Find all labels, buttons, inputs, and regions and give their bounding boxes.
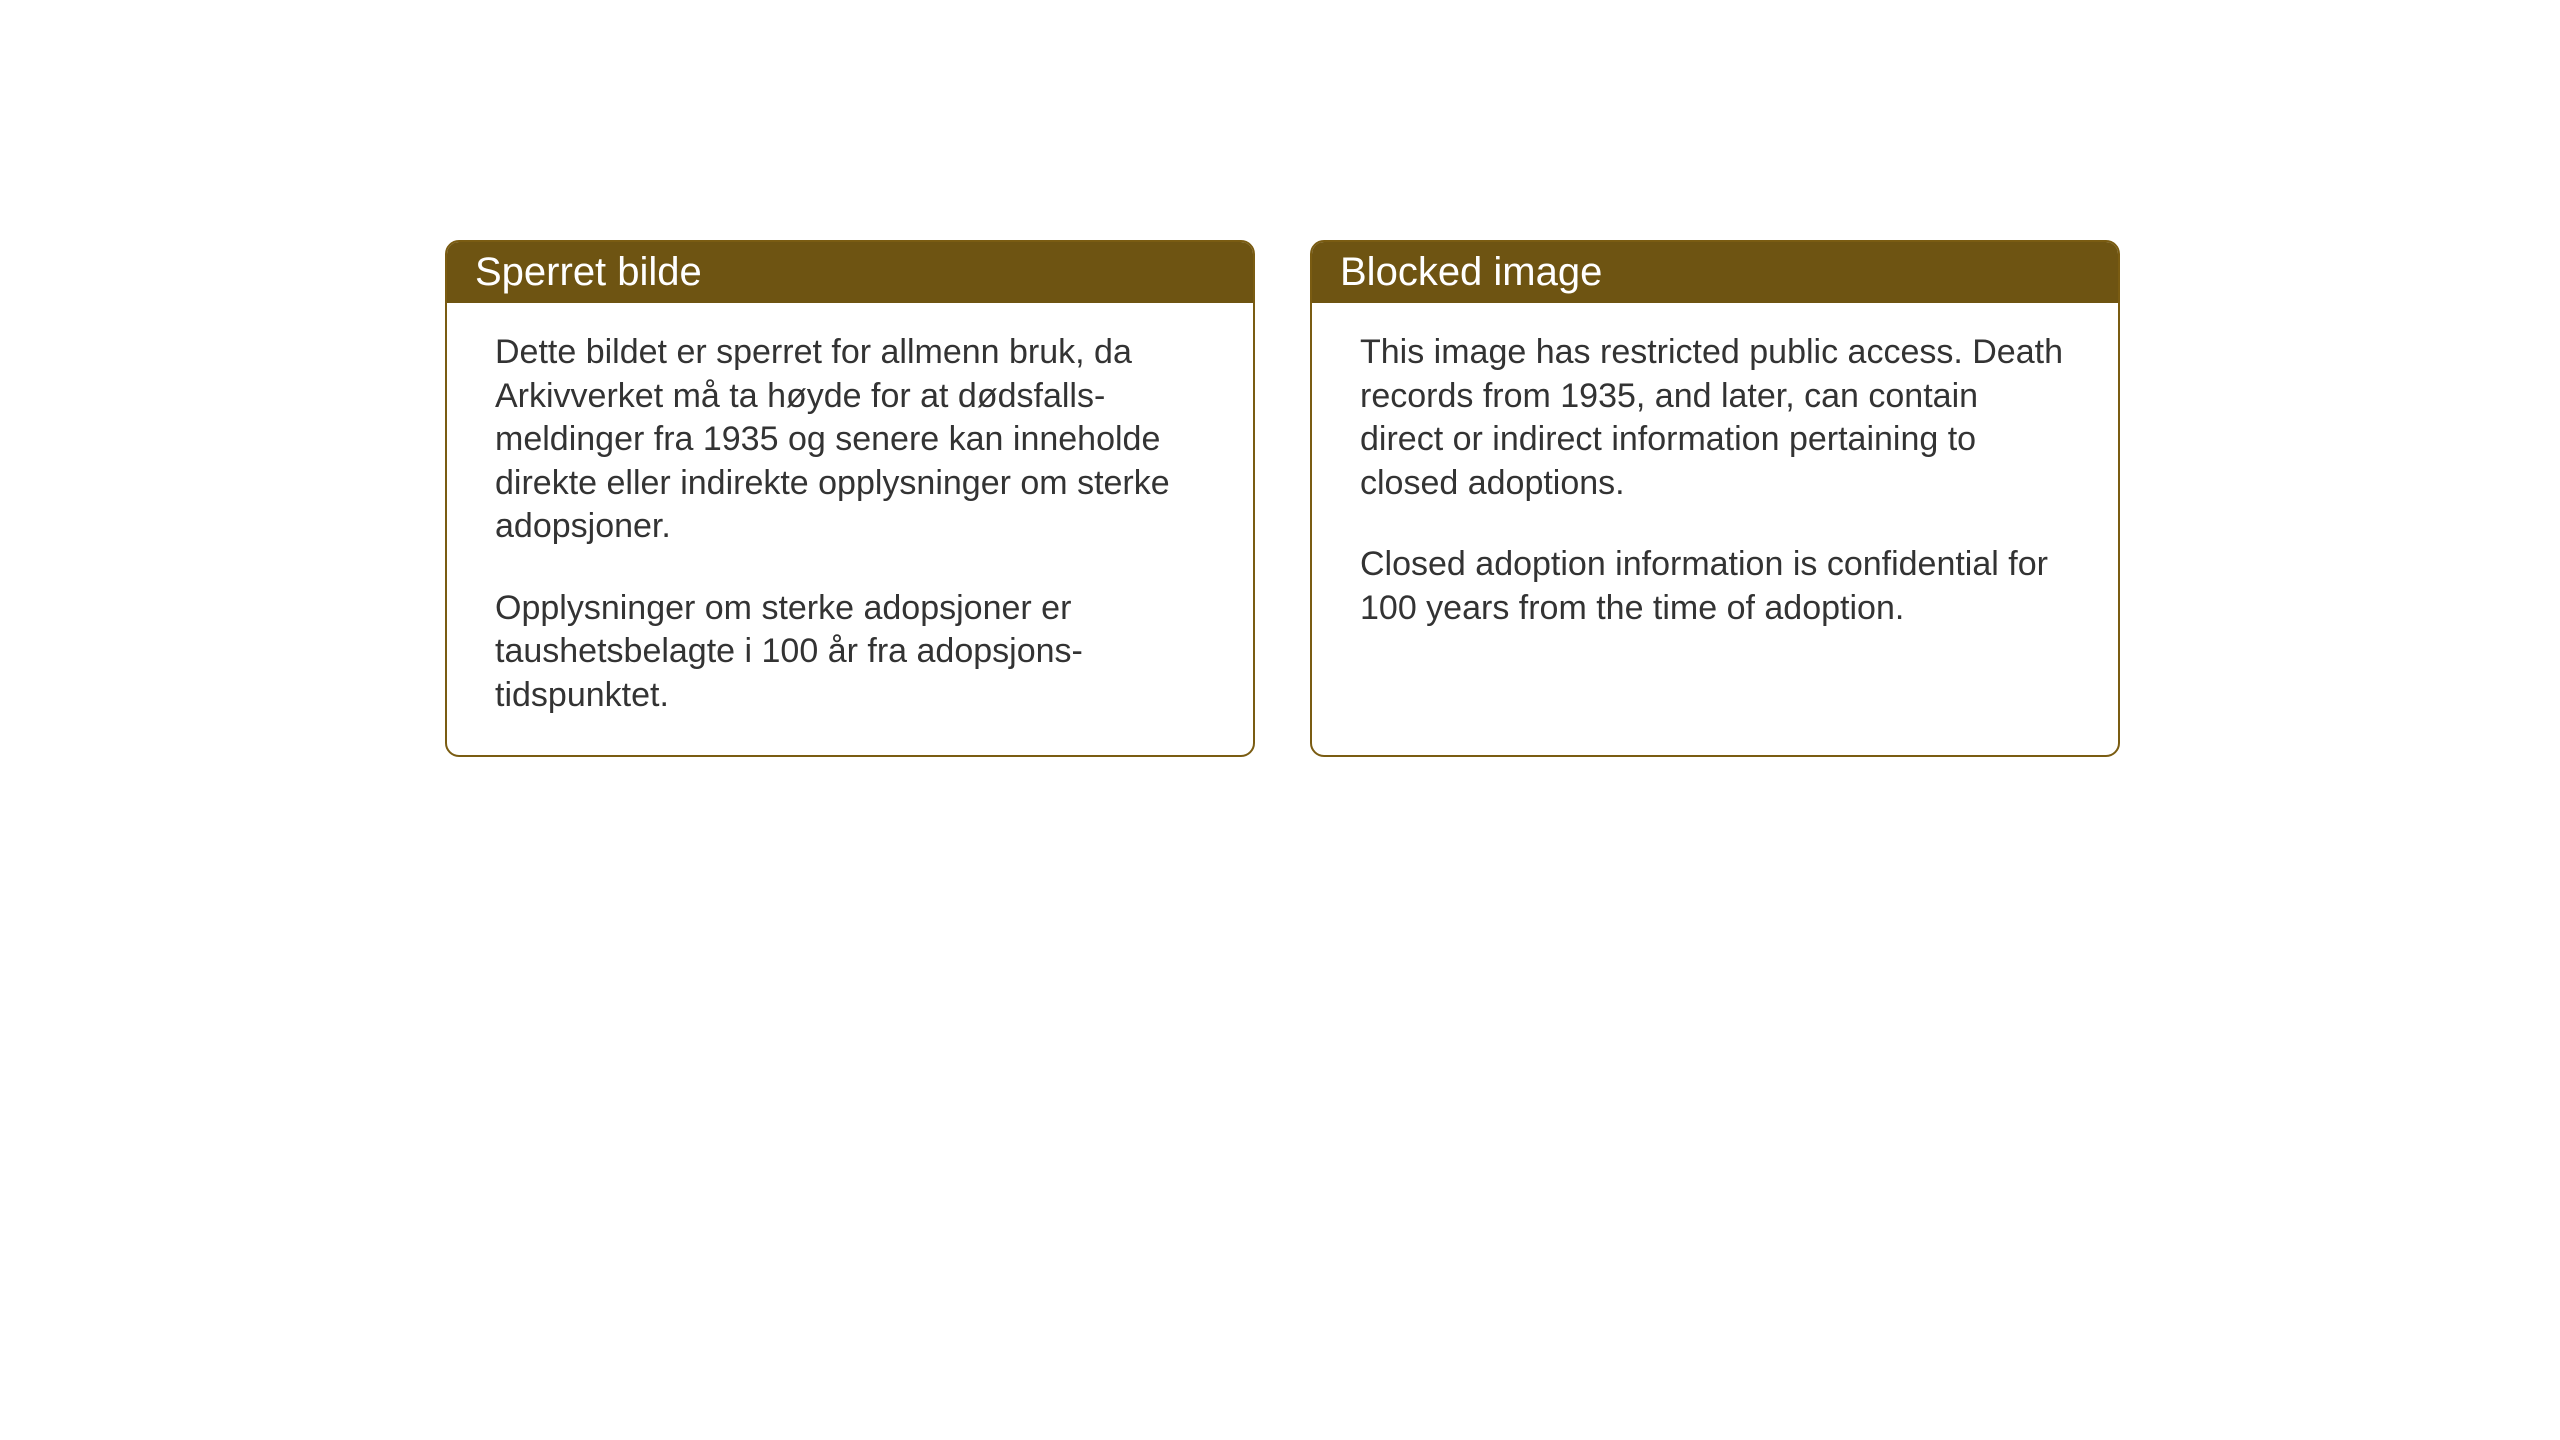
notice-card-norwegian: Sperret bilde Dette bildet er sperret fo… xyxy=(445,240,1255,757)
card-paragraph-2-english: Closed adoption information is confident… xyxy=(1360,543,2070,630)
card-paragraph-2-norwegian: Opplysninger om sterke adopsjoner er tau… xyxy=(495,587,1205,718)
card-title-english: Blocked image xyxy=(1340,250,1602,294)
card-title-norwegian: Sperret bilde xyxy=(475,250,702,294)
card-body-norwegian: Dette bildet er sperret for allmenn bruk… xyxy=(447,303,1253,755)
card-paragraph-1-norwegian: Dette bildet er sperret for allmenn bruk… xyxy=(495,331,1205,549)
card-header-norwegian: Sperret bilde xyxy=(447,242,1253,303)
card-paragraph-1-english: This image has restricted public access.… xyxy=(1360,331,2070,505)
card-body-english: This image has restricted public access.… xyxy=(1312,303,2118,668)
card-header-english: Blocked image xyxy=(1312,242,2118,303)
notice-cards-container: Sperret bilde Dette bildet er sperret fo… xyxy=(445,240,2120,757)
notice-card-english: Blocked image This image has restricted … xyxy=(1310,240,2120,757)
